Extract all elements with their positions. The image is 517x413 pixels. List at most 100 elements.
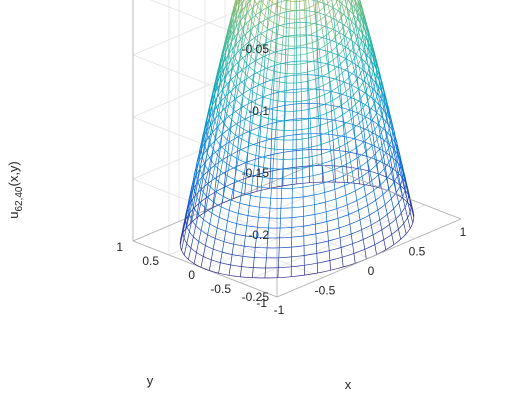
mesh-line [313, 74, 319, 76]
mesh-line [223, 231, 227, 242]
mesh-line [301, 100, 306, 102]
mesh-line [238, 93, 244, 97]
mesh-line [235, 0, 239, 8]
mesh-line [273, 61, 275, 72]
mesh-line [228, 52, 230, 57]
mesh-line [256, 20, 260, 30]
mesh-line [252, 143, 258, 146]
mesh-line [247, 183, 252, 186]
mesh-line [297, 225, 304, 228]
mesh-line [267, 68, 271, 71]
mesh-line [250, 236, 257, 238]
mesh-line [253, 15, 256, 25]
mesh-line [228, 42, 232, 53]
mesh-line [260, 22, 264, 26]
mesh-line [221, 134, 225, 138]
mesh-line [239, 202, 245, 205]
mesh-line [234, 134, 239, 138]
mesh-line [279, 15, 283, 18]
mesh-line [255, 48, 257, 61]
mesh-line [306, 53, 308, 63]
mesh-line [266, 128, 268, 139]
mesh-line [255, 52, 259, 62]
mesh-line [254, 29, 258, 39]
mesh-line [230, 199, 236, 203]
mesh-line [230, 25, 234, 35]
mesh-line [209, 223, 214, 227]
mesh-line [251, 101, 256, 104]
mesh-line [220, 82, 222, 87]
mesh-line [231, 56, 235, 69]
mesh-line [234, 0, 237, 3]
mesh-line [243, 119, 246, 130]
mesh-line [271, 108, 274, 124]
grid-line [149, 0, 278, 50]
mesh-line [229, 210, 234, 213]
mesh-line [256, 96, 263, 100]
mesh-line [249, 9, 253, 19]
mesh-line [282, 44, 286, 46]
mesh-line [187, 201, 192, 216]
mesh-line [207, 223, 211, 235]
mesh-line [264, 157, 270, 159]
mesh-line [236, 169, 241, 172]
mesh-line [221, 123, 225, 135]
mesh-line [264, 66, 268, 69]
mesh-line [263, 35, 267, 38]
mesh-line [198, 227, 202, 231]
mesh-line [276, 4, 279, 7]
mesh-line [212, 113, 215, 118]
mesh-line [271, 128, 276, 131]
mesh-line [252, 122, 256, 125]
mesh-line [244, 0, 246, 2]
mesh-line [202, 191, 206, 196]
mesh-line [228, 93, 232, 104]
mesh-line [246, 130, 251, 134]
mesh-line [232, 182, 235, 199]
mesh-line [245, 225, 248, 236]
mesh-line [316, 36, 318, 50]
mesh-line [227, 220, 233, 223]
mesh-line [254, 0, 257, 4]
mesh-line [238, 102, 242, 106]
mesh-line [244, 73, 248, 77]
mesh-line [188, 248, 192, 260]
mesh-line [244, 162, 247, 173]
mesh-line [276, 71, 281, 73]
mesh-line [300, 35, 304, 38]
mesh-line [206, 167, 209, 171]
mesh-line [219, 239, 225, 243]
mesh-line [217, 227, 222, 230]
mesh-line [319, 1, 325, 4]
mesh-line [219, 131, 223, 135]
mesh-line [239, 38, 242, 43]
mesh-line [248, 56, 252, 67]
mesh-line [223, 62, 227, 73]
mesh-line [201, 164, 206, 176]
mesh-line [203, 178, 206, 182]
mesh-line [248, 33, 252, 43]
mesh-line [235, 151, 238, 167]
mesh-line [244, 75, 248, 86]
mesh-line [193, 225, 197, 237]
mesh-line [304, 17, 306, 27]
mesh-line [191, 220, 194, 224]
mesh-line [305, 34, 309, 36]
mesh-line [205, 183, 209, 198]
mesh-line [253, 12, 256, 16]
mesh-line [244, 172, 249, 175]
mesh-line [252, 38, 256, 48]
mesh-line [242, 82, 246, 86]
mesh-line [238, 180, 244, 184]
mesh-line [229, 17, 232, 22]
mesh-line [217, 65, 221, 76]
mesh-line [218, 181, 222, 185]
mesh-line [266, 0, 269, 8]
mesh-line [259, 206, 265, 209]
mesh-line [232, 167, 237, 170]
mesh-line [222, 160, 227, 164]
mesh-line [317, 62, 319, 76]
mesh-line [225, 185, 230, 189]
mesh-line [240, 234, 246, 237]
mesh-line [237, 203, 241, 214]
